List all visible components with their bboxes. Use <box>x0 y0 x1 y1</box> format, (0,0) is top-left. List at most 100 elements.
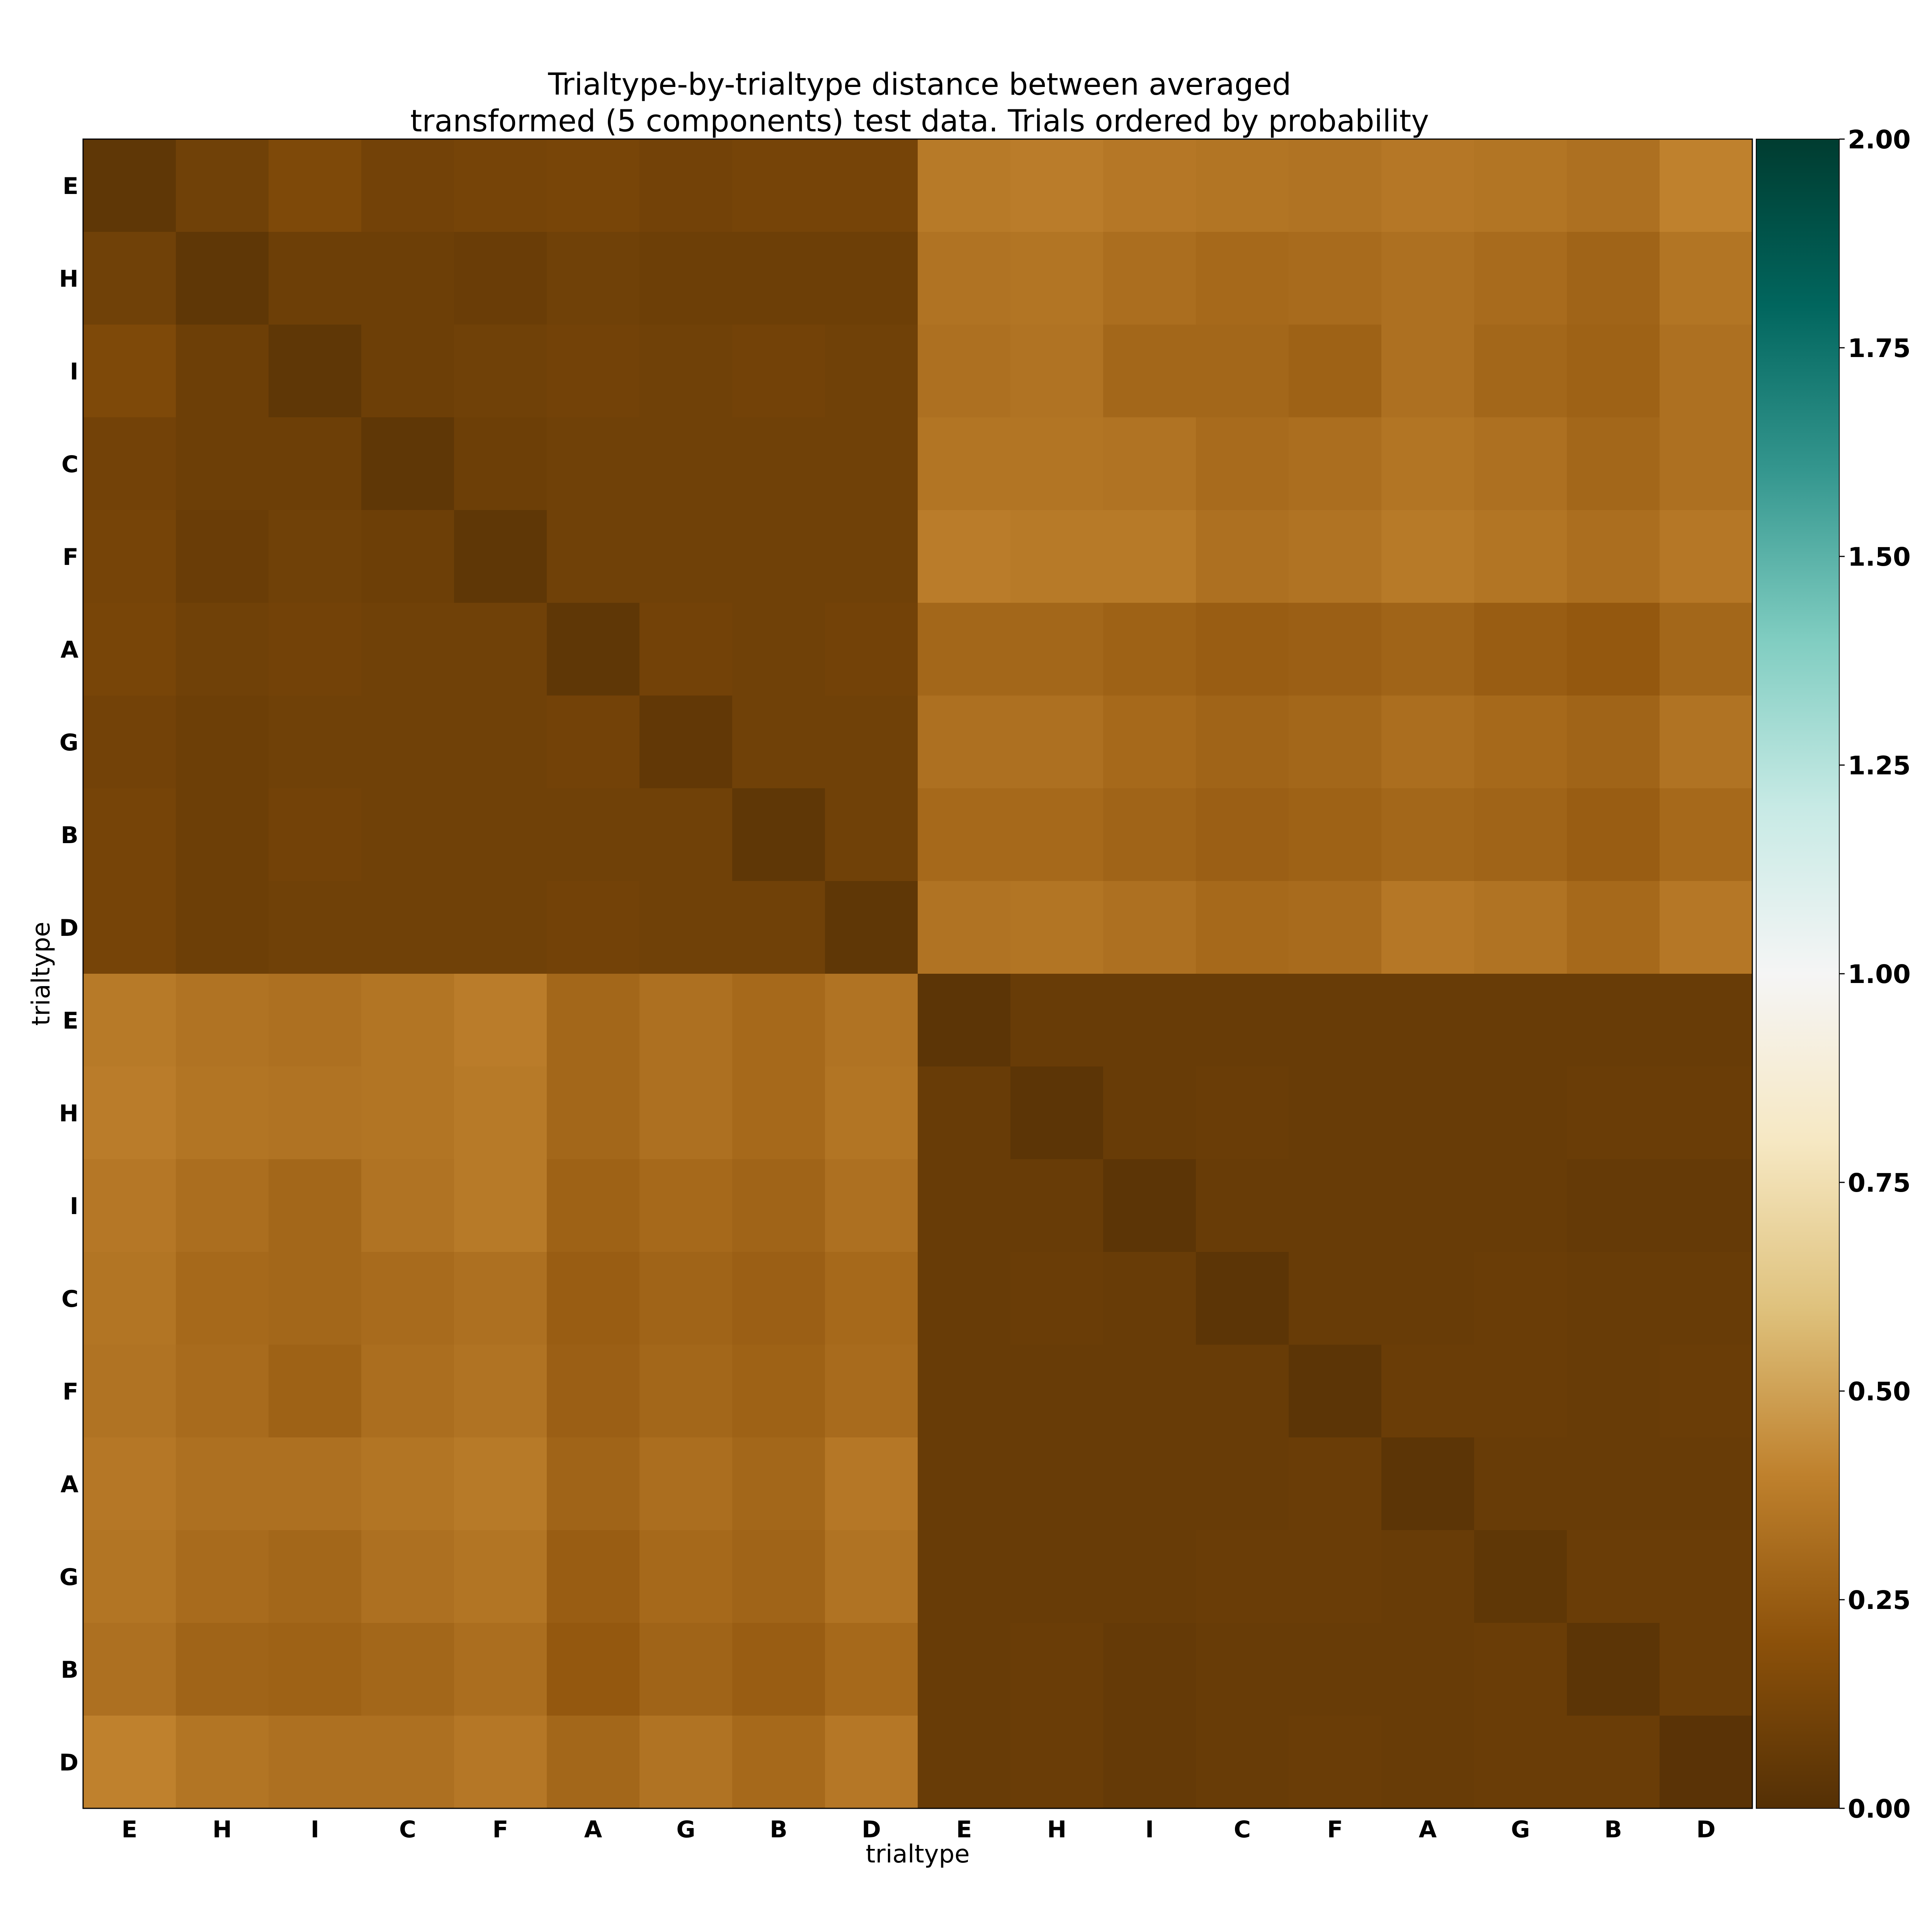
heatmap-cell <box>547 1623 640 1716</box>
heatmap-cell <box>639 1716 733 1809</box>
heatmap-cell <box>1196 696 1289 789</box>
heatmap-cell <box>83 881 176 974</box>
heatmap-cell <box>361 1716 454 1809</box>
y-tick-label: A <box>61 1471 79 1498</box>
y-tick-label: I <box>70 1193 78 1220</box>
heatmap-cell <box>361 232 454 325</box>
heatmap-cell <box>547 139 640 232</box>
heatmap-cell <box>1381 510 1475 603</box>
heatmap-cell <box>547 1345 640 1438</box>
heatmap-cell <box>1103 1066 1196 1160</box>
heatmap-cell <box>1289 1345 1382 1438</box>
heatmap-cell <box>1660 325 1753 418</box>
heatmap-cell <box>1010 1066 1104 1160</box>
heatmap-cell <box>176 1437 269 1531</box>
heatmap-cell <box>83 603 176 696</box>
heatmap-cell <box>639 139 733 232</box>
y-tick-label: F <box>63 544 78 571</box>
x-tick-label: F <box>1327 1816 1343 1843</box>
heatmap-cell <box>918 510 1011 603</box>
heatmap-cell <box>176 881 269 974</box>
heatmap-cell <box>732 1066 825 1160</box>
heatmap-cell <box>1289 325 1382 418</box>
heatmap-cell <box>1567 974 1660 1067</box>
heatmap-cell <box>639 1252 733 1345</box>
heatmap-cell <box>1103 1716 1196 1809</box>
heatmap-cell <box>1103 1159 1196 1252</box>
x-tick-label: B <box>770 1816 787 1843</box>
x-tick-label: B <box>1604 1816 1622 1843</box>
x-tick-label: C <box>1234 1816 1251 1843</box>
colorbar-tick-label: 1.50 <box>1848 542 1911 572</box>
heatmap-cell <box>1567 1623 1660 1716</box>
heatmap-cell <box>1103 325 1196 418</box>
heatmap-cell <box>1289 1252 1382 1345</box>
heatmap-cell <box>83 510 176 603</box>
heatmap-cell <box>732 1530 825 1623</box>
colorbar-tick-labels: 0.00 0.25 0.50 0.75 1.00 1.25 1.50 1.75 2.00 <box>1839 125 1911 1824</box>
heatmap-cell <box>825 881 918 974</box>
heatmap-cell <box>1474 974 1567 1067</box>
colorbar-tick-label: 0.00 <box>1848 1794 1911 1824</box>
heatmap-cell <box>454 1623 547 1716</box>
heatmap-cells <box>83 139 1753 1809</box>
heatmap-cell <box>732 696 825 789</box>
x-axis-label: trialtype <box>866 1840 969 1869</box>
y-tick-label: D <box>59 1749 78 1776</box>
heatmap-cell <box>547 881 640 974</box>
x-tick-label: E <box>956 1816 972 1843</box>
heatmap-cell <box>1196 139 1289 232</box>
heatmap-cell <box>1567 603 1660 696</box>
heatmap-cell <box>269 603 362 696</box>
heatmap-cell <box>825 510 918 603</box>
heatmap-cell <box>454 1716 547 1809</box>
y-tick-label: G <box>60 1564 78 1591</box>
heatmap-cell <box>1381 1345 1475 1438</box>
heatmap-cell <box>454 1437 547 1531</box>
heatmap-cell <box>732 788 825 881</box>
heatmap-cell <box>1196 1252 1289 1345</box>
heatmap-cell <box>454 788 547 881</box>
heatmap-cell <box>1289 1623 1382 1716</box>
heatmap-cell <box>1660 1252 1753 1345</box>
heatmap-cell <box>1196 1716 1289 1809</box>
heatmap-cell <box>1289 1437 1382 1531</box>
heatmap-cell <box>1103 417 1196 510</box>
heatmap-cell <box>1103 139 1196 232</box>
heatmap-cell <box>825 1530 918 1623</box>
heatmap-cell <box>1660 788 1753 881</box>
heatmap-cell <box>454 1252 547 1345</box>
heatmap-cell <box>176 325 269 418</box>
heatmap-cell <box>1474 1345 1567 1438</box>
heatmap-cell <box>83 417 176 510</box>
heatmap-cell <box>269 417 362 510</box>
heatmap-cell <box>361 325 454 418</box>
heatmap-cell <box>1196 325 1289 418</box>
heatmap-cell <box>1381 1252 1475 1345</box>
heatmap-cell <box>1474 1716 1567 1809</box>
y-tick-labels: E H I C F A G B D E H I C F A G B D <box>59 173 79 1776</box>
heatmap-cell <box>1660 1530 1753 1623</box>
heatmap-cell <box>1010 1716 1104 1809</box>
heatmap-cell <box>732 417 825 510</box>
heatmap-cell <box>732 1252 825 1345</box>
heatmap-cell <box>454 881 547 974</box>
heatmap-cell <box>361 603 454 696</box>
heatmap-cell <box>1010 510 1104 603</box>
heatmap-cell <box>176 139 269 232</box>
heatmap-cell <box>1010 232 1104 325</box>
heatmap-cell <box>1103 788 1196 881</box>
heatmap-cell <box>1289 1066 1382 1160</box>
heatmap-cell <box>1010 881 1104 974</box>
heatmap-cell <box>1660 139 1753 232</box>
heatmap-cell <box>918 417 1011 510</box>
chart-title-line-2: transformed (5 components) test data. Tr… <box>410 104 1429 139</box>
heatmap-cell <box>639 696 733 789</box>
heatmap-cell <box>547 1716 640 1809</box>
heatmap-cell <box>1660 881 1753 974</box>
colorbar-tick-label: 0.25 <box>1848 1585 1911 1615</box>
heatmap-cell <box>1474 232 1567 325</box>
heatmap-cell <box>1381 603 1475 696</box>
heatmap-cell <box>269 1252 362 1345</box>
heatmap-cell <box>269 1716 362 1809</box>
